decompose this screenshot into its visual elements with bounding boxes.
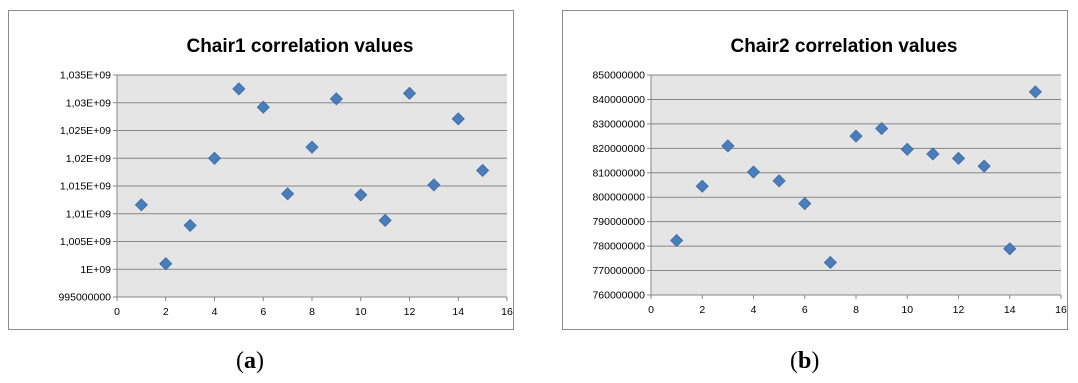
x-tick-label: 0: [648, 304, 654, 316]
x-tick-label: 10: [901, 304, 913, 316]
data-point: [1028, 85, 1042, 99]
x-tick-label: 4: [212, 306, 218, 318]
data-point: [134, 198, 148, 212]
chart-b-svg: Chair2 correlation values 760000000 770000…: [592, 36, 1067, 316]
y-tick-label: 1E+09: [80, 264, 111, 276]
data-point: [354, 188, 368, 202]
data-point: [402, 86, 417, 100]
y-tick-label: 790000000: [592, 216, 645, 228]
data-point: [329, 92, 343, 106]
y-tick-label: 1,01E+09: [66, 208, 111, 220]
y-tick-label: 820000000: [592, 143, 645, 155]
data-point: [875, 121, 889, 136]
y-tick-label: 810000000: [592, 167, 645, 179]
data-point: [476, 163, 490, 178]
data-point: [207, 151, 222, 165]
chart-a-svg: Chair1 correlation values 995000000 1E+09 1…: [58, 36, 513, 318]
x-tick-label: 14: [452, 306, 464, 318]
caption-a-letter: a: [244, 348, 256, 374]
data-point: [977, 159, 991, 173]
x-tick-label: 0: [114, 306, 120, 318]
data-point: [281, 187, 295, 201]
data-point: [951, 151, 966, 165]
data-point: [772, 174, 786, 188]
y-tick-label: 995000000: [58, 292, 111, 304]
y-tick-label: 840000000: [592, 94, 645, 106]
y-tick-label: 830000000: [592, 118, 645, 130]
data-point: [695, 179, 709, 193]
data-point: [798, 197, 812, 211]
caption-b-letter: b: [798, 348, 812, 374]
y-tick-label: 1,005E+09: [60, 236, 111, 248]
data-point: [849, 129, 863, 143]
y-tick-label: 770000000: [592, 265, 645, 277]
x-tick-label: 6: [260, 306, 266, 318]
chart-b-title: Chair2 correlation values: [730, 36, 957, 57]
data-point: [159, 257, 173, 271]
data-point: [746, 165, 761, 179]
y-tick-label: 1,015E+09: [60, 181, 111, 193]
y-tick-label: 1,03E+09: [66, 97, 111, 109]
chart-panel-a: Chair1 correlation values 995000000 1E+09 1…: [8, 10, 514, 330]
caption-a: (a): [236, 348, 264, 374]
data-point: [183, 218, 197, 232]
data-point: [378, 213, 392, 227]
x-tick-label: 6: [802, 304, 808, 316]
caption-b: (b): [790, 348, 820, 374]
x-tick-label: 8: [853, 304, 859, 316]
y-tick-label: 800000000: [592, 192, 645, 204]
x-tick-label: 12: [404, 306, 416, 318]
x-tick-label: 4: [751, 304, 757, 316]
y-tick-label: 780000000: [592, 241, 645, 253]
x-tick-label: 2: [699, 304, 705, 316]
data-point: [823, 255, 837, 270]
data-point: [926, 147, 940, 161]
y-tick-label: 1,035E+09: [60, 70, 111, 82]
x-tick-label: 14: [1004, 304, 1016, 316]
data-point: [900, 142, 914, 156]
x-tick-label: 2: [163, 306, 169, 318]
data-point: [427, 178, 441, 192]
data-point: [1003, 242, 1017, 256]
data-point: [451, 112, 465, 126]
x-tick-label: 16: [501, 306, 513, 318]
data-point: [305, 140, 319, 154]
data-point: [721, 139, 735, 153]
data-point: [232, 82, 246, 96]
y-tick-label: 1,025E+09: [60, 125, 111, 137]
chart-panel-b: Chair2 correlation values 760000000 770000…: [562, 10, 1068, 330]
x-tick-label: 16: [1055, 304, 1067, 316]
x-tick-label: 12: [953, 304, 965, 316]
y-tick-label: 1,02E+09: [66, 153, 111, 165]
plot-area: [651, 75, 1061, 295]
y-tick-label: 850000000: [592, 70, 645, 82]
data-point: [256, 100, 270, 114]
x-tick-label: 10: [355, 306, 367, 318]
y-tick-label: 760000000: [592, 290, 645, 302]
data-point: [670, 233, 684, 248]
x-tick-label: 8: [309, 306, 315, 318]
chart-a-title: Chair1 correlation values: [186, 36, 413, 57]
